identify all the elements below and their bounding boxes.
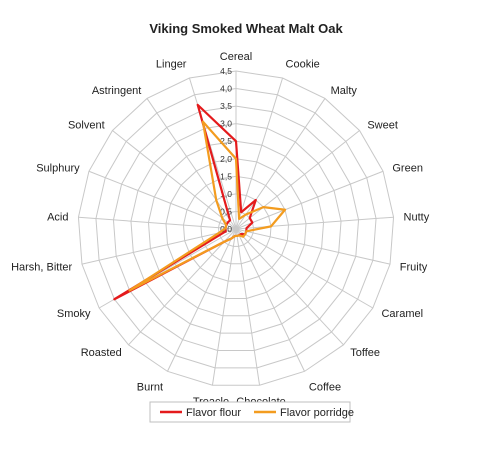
tick-label: 2,0 — [220, 154, 232, 164]
tick-label: 4,5 — [220, 66, 232, 76]
tick-label: 3,0 — [220, 119, 232, 129]
category-label-linger: Linger — [156, 58, 187, 70]
radar-grid — [77, 70, 395, 386]
grid-ring — [130, 123, 342, 334]
grid-spoke — [235, 170, 384, 230]
grid-ring — [182, 175, 290, 282]
tick-label: 2,5 — [220, 136, 232, 146]
grid-spoke — [235, 228, 391, 265]
category-label-sulphury: Sulphury — [36, 163, 80, 175]
grid-spoke — [235, 228, 374, 309]
category-label-roasted: Roasted — [81, 347, 122, 359]
category-label-toffee: Toffee — [350, 347, 380, 359]
grid-spoke — [235, 77, 284, 230]
legend-box — [149, 401, 351, 423]
legend-label-flavor-flour: Flavor flour — [186, 407, 241, 419]
grid-spoke — [235, 228, 306, 372]
category-label-sweet: Sweet — [367, 119, 398, 131]
category-label-caramel: Caramel — [381, 308, 423, 320]
legend-label-flavor-porridge: Flavor porridge — [280, 407, 354, 419]
radial-tick-labels: 0,00,51,01,52,02,53,03,54,04,5 — [220, 66, 232, 234]
category-label-acid: Acid — [47, 211, 68, 223]
grid-spoke — [81, 228, 237, 265]
grid-spoke — [128, 228, 237, 346]
grid-spoke — [112, 130, 237, 230]
category-label-solvent: Solvent — [68, 119, 105, 131]
tick-label: 0,5 — [220, 206, 232, 216]
tick-label: 1,5 — [220, 171, 232, 181]
grid-ring — [165, 158, 307, 299]
grid-spoke — [235, 216, 394, 230]
category-label-coffee: Coffee — [309, 381, 341, 393]
grid-spoke — [166, 228, 237, 372]
category-label-burnt: Burnt — [137, 381, 163, 393]
category-label-smoky: Smoky — [57, 308, 91, 320]
grid-spoke — [235, 98, 326, 230]
category-label-green: Green — [392, 163, 423, 175]
grid-ring — [147, 140, 325, 317]
grid-spoke — [235, 130, 360, 230]
tick-label: 4,0 — [220, 84, 232, 94]
category-label-malty: Malty — [331, 85, 358, 97]
category-label-astringent: Astringent — [92, 85, 142, 97]
category-label-fruity: Fruity — [400, 261, 428, 273]
series-line-flavor-porridge — [128, 120, 287, 292]
legend: Flavor flour Flavor porridge — [149, 401, 354, 423]
grid-spoke — [211, 228, 237, 386]
tick-label: 1,0 — [220, 189, 232, 199]
grid-spoke — [235, 228, 344, 346]
grid-ring — [95, 88, 377, 369]
category-label-harsh-bitter: Harsh, Bitter — [11, 261, 72, 273]
grid-spoke — [88, 170, 237, 230]
grid-spoke — [146, 98, 237, 230]
series-layer — [113, 103, 287, 301]
grid-ring — [200, 193, 272, 265]
grid-spoke — [78, 216, 237, 230]
grid-spoke — [188, 77, 237, 230]
grid-spoke — [235, 228, 261, 386]
grid-ring — [77, 70, 395, 386]
category-label-cookie: Cookie — [286, 58, 320, 70]
tick-label: 3,5 — [220, 101, 232, 111]
grid-ring — [112, 105, 360, 352]
category-label-nutty: Nutty — [404, 211, 430, 223]
chart-title: Viking Smoked Wheat Malt Oak — [149, 21, 343, 36]
category-label-cereal: Cereal — [220, 51, 252, 63]
